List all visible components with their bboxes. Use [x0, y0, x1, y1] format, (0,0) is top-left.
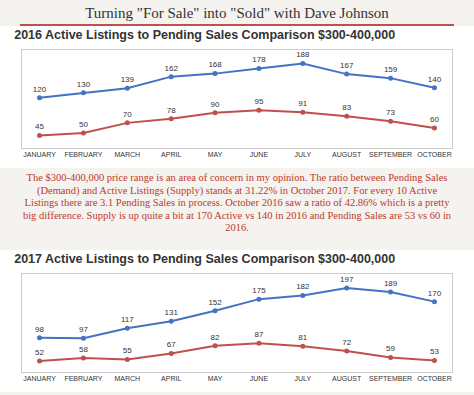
- svg-text:91: 91: [298, 99, 307, 108]
- svg-text:120: 120: [33, 85, 47, 94]
- svg-text:2016 Active Listings to Pendin: 2016 Active Listings to Pending Sales Co…: [14, 28, 395, 42]
- svg-text:168: 168: [208, 60, 222, 69]
- svg-text:APRIL: APRIL: [161, 151, 181, 158]
- svg-text:130: 130: [77, 80, 91, 89]
- svg-text:67: 67: [167, 340, 176, 349]
- svg-text:87: 87: [254, 330, 263, 339]
- svg-text:OCTOBER: OCTOBER: [417, 375, 452, 382]
- svg-text:APRIL: APRIL: [161, 375, 181, 382]
- svg-text:90: 90: [211, 100, 220, 109]
- svg-text:167: 167: [340, 61, 354, 70]
- svg-text:59: 59: [386, 344, 395, 353]
- svg-text:JUNE: JUNE: [250, 151, 269, 158]
- svg-text:SEPTEMBER: SEPTEMBER: [369, 151, 412, 158]
- svg-text:AUGUST: AUGUST: [332, 151, 362, 158]
- svg-text:73: 73: [386, 108, 395, 117]
- svg-text:45: 45: [35, 122, 44, 131]
- html-text:The $300-400,000 price range i: The $300-400,000 price range is an area …: [22, 172, 452, 233]
- svg-text:72: 72: [342, 338, 351, 347]
- svg-text:OCTOBER: OCTOBER: [417, 151, 452, 158]
- svg-text:FEBRUARY: FEBRUARY: [64, 151, 102, 158]
- svg-text:78: 78: [167, 106, 176, 115]
- svg-text:JULY: JULY: [295, 151, 312, 158]
- svg-text:70: 70: [123, 110, 132, 119]
- svg-text:58: 58: [79, 345, 88, 354]
- svg-text:MARCH: MARCH: [114, 151, 140, 158]
- svg-text:162: 162: [165, 64, 179, 73]
- svg-text:188: 188: [296, 50, 310, 59]
- svg-text:MAY: MAY: [208, 375, 223, 382]
- svg-text:178: 178: [252, 55, 266, 64]
- svg-text:140: 140: [428, 75, 442, 84]
- svg-text:197: 197: [340, 275, 354, 284]
- svg-text:81: 81: [298, 333, 307, 342]
- svg-text:50: 50: [79, 120, 88, 129]
- svg-text:189: 189: [384, 279, 398, 288]
- svg-text:83: 83: [342, 103, 351, 112]
- svg-text:60: 60: [430, 115, 439, 124]
- svg-text:JULY: JULY: [295, 375, 312, 382]
- svg-text:182: 182: [296, 282, 310, 291]
- svg-text:MARCH: MARCH: [114, 375, 140, 382]
- svg-text:SEPTEMBER: SEPTEMBER: [369, 375, 412, 382]
- svg-text:131: 131: [165, 308, 179, 317]
- svg-text:152: 152: [208, 298, 222, 307]
- svg-text:52: 52: [35, 348, 44, 357]
- svg-text:175: 175: [252, 286, 266, 295]
- svg-text:FEBRUARY: FEBRUARY: [64, 375, 102, 382]
- svg-text:JUNE: JUNE: [250, 375, 269, 382]
- svg-text:95: 95: [254, 97, 263, 106]
- svg-text:55: 55: [123, 346, 132, 355]
- svg-text:139: 139: [121, 75, 135, 84]
- svg-text:53: 53: [430, 347, 439, 356]
- svg-text:JANUARY: JANUARY: [23, 151, 56, 158]
- svg-text:117: 117: [121, 315, 134, 324]
- svg-text:MAY: MAY: [208, 151, 223, 158]
- svg-text:82: 82: [211, 333, 220, 342]
- svg-text:98: 98: [35, 325, 44, 334]
- svg-text:97: 97: [79, 325, 88, 334]
- svg-text:159: 159: [384, 65, 398, 74]
- svg-text:AUGUST: AUGUST: [332, 375, 362, 382]
- svg-text:JANUARY: JANUARY: [23, 375, 56, 382]
- svg-text:2017 Active Listings to Pendin: 2017 Active Listings to Pending Sales Co…: [14, 252, 395, 266]
- svg-text:170: 170: [428, 289, 442, 298]
- html-text:Turning "For Sale" into "Sold": Turning "For Sale" into "Sold" with Dave…: [85, 5, 389, 21]
